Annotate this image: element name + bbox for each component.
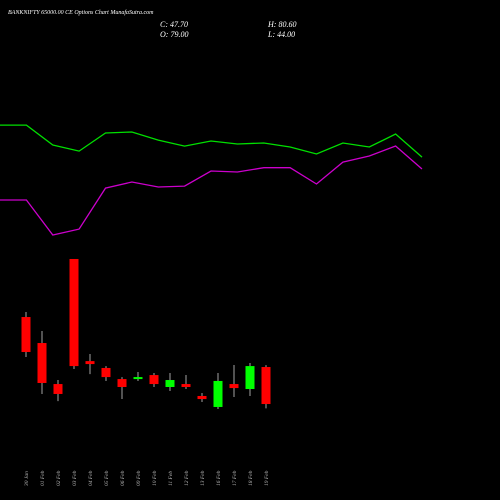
x-tick-label: 12 Feb	[184, 470, 190, 486]
candle-body	[133, 377, 143, 380]
candle-body	[149, 375, 159, 385]
indicator-line	[0, 145, 423, 236]
candle-body	[213, 380, 223, 407]
candle-body	[197, 395, 207, 400]
candle-body	[101, 367, 111, 378]
candle-body	[165, 380, 175, 387]
chart-title: BANKNIFTY 65000.00 CE Options Chart Muna…	[8, 9, 154, 16]
x-tick-label: 19 Feb	[264, 470, 270, 486]
candle-body	[21, 317, 31, 353]
x-tick-label: 10 Feb	[152, 470, 158, 486]
high-info: H: 80.60	[267, 20, 296, 29]
candle-body	[261, 367, 271, 405]
x-tick-label: 04 Feb	[87, 470, 94, 486]
candle-body	[229, 384, 239, 389]
x-tick-label: 05 Feb	[104, 470, 110, 486]
x-tick-label: 03 Feb	[72, 470, 78, 486]
x-tick-label: 11 Feb	[168, 471, 174, 486]
open-info: O: 79.00	[160, 30, 188, 39]
x-tick-label: 09 Feb	[136, 470, 142, 486]
candle-body	[85, 361, 95, 365]
candle-body	[37, 343, 47, 383]
low-info: L: 44.00	[267, 30, 295, 39]
indicator-line	[0, 124, 423, 158]
x-tick-label: 17 Feb	[232, 470, 238, 486]
x-tick-label: 06 Feb	[120, 470, 126, 486]
candle-body	[69, 258, 79, 367]
x-tick-label: 13 Feb	[200, 470, 206, 486]
candle-body	[53, 384, 63, 394]
x-tick-label: 01 Feb	[40, 470, 46, 486]
x-tick-label: 18 Feb	[248, 470, 254, 486]
close-info: C: 47.70	[160, 20, 188, 29]
candle-body	[245, 366, 255, 390]
x-tick-label: 30 Jan	[24, 471, 30, 487]
x-tick-label: 02 Feb	[56, 470, 62, 486]
candle-body	[117, 379, 127, 387]
x-tick-label: 16 Feb	[216, 470, 222, 486]
candle-body	[181, 384, 191, 387]
